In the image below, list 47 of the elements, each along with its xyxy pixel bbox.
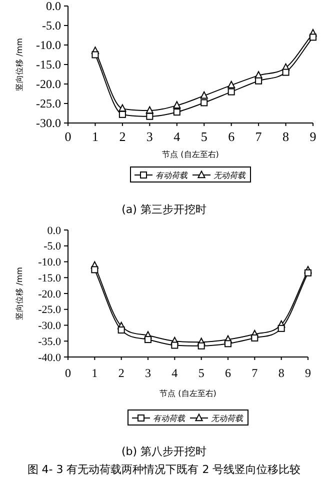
y-tick-label: -40.0 bbox=[38, 352, 62, 364]
y-tick-label: -30.0 bbox=[36, 116, 61, 130]
x-tick-label: 0 bbox=[65, 366, 71, 380]
legend-label: 有动荷载 bbox=[156, 171, 188, 180]
y-tick-label: 0.0 bbox=[46, 0, 61, 14]
x-tick-label: 5 bbox=[200, 129, 208, 144]
y-tick-label: -5.0 bbox=[44, 240, 62, 253]
x-tick-label: 1 bbox=[92, 366, 98, 380]
caption: 图 4- 3 有无动荷载两种情况下既有 2 号线竖向位移比较 bbox=[27, 463, 301, 476]
y-axis-title: 竖向位移 /mm bbox=[15, 266, 24, 320]
x-tick-label: 3 bbox=[146, 129, 153, 144]
legend-label: 有动荷载 bbox=[153, 414, 186, 423]
y-tick-label: -15.0 bbox=[36, 58, 61, 72]
x-tick-label: 8 bbox=[282, 129, 290, 144]
x-tick-label: 5 bbox=[198, 366, 204, 380]
legend-label: 无动荷载 bbox=[214, 171, 246, 180]
text: (a) 第三步开挖时 bbox=[122, 203, 206, 216]
x-tick-label: 9 bbox=[310, 129, 316, 144]
x-axis-title: 节点 (自左至右) bbox=[162, 150, 219, 159]
y-axis-title: 竖向位移 /mm bbox=[15, 38, 24, 91]
x-tick-label: 7 bbox=[255, 129, 262, 144]
y-tick-label: -10.0 bbox=[38, 256, 62, 269]
x-tick-label: 4 bbox=[172, 366, 178, 380]
x-tick-label: 0 bbox=[64, 129, 72, 144]
x-tick-label: 6 bbox=[225, 366, 231, 380]
x-tick-label: 6 bbox=[228, 129, 236, 144]
x-tick-label: 2 bbox=[119, 129, 126, 144]
x-tick-label: 4 bbox=[174, 129, 181, 144]
y-tick-label: -5.0 bbox=[42, 18, 61, 33]
text: (b) 第八步开挖时 bbox=[121, 445, 207, 458]
y-tick-label: 0.0 bbox=[47, 224, 62, 237]
y-tick-label: -10.0 bbox=[36, 38, 61, 52]
x-axis-title: 节点 (自左至右) bbox=[160, 389, 216, 398]
x-tick-label: 7 bbox=[252, 366, 258, 380]
y-tick-label: -15.0 bbox=[38, 272, 62, 284]
legend-label: 无动荷载 bbox=[211, 414, 244, 423]
y-tick-label: -25.0 bbox=[36, 96, 61, 111]
x-tick-label: 8 bbox=[278, 366, 284, 380]
x-tick-label: 9 bbox=[305, 366, 311, 380]
x-tick-label: 2 bbox=[118, 366, 124, 380]
y-tick-label: -30.0 bbox=[38, 320, 62, 332]
y-tick-label: -20.0 bbox=[36, 77, 61, 92]
y-tick-label: -35.0 bbox=[38, 336, 62, 348]
x-tick-label: 1 bbox=[92, 129, 98, 144]
x-tick-label: 3 bbox=[145, 366, 151, 380]
y-tick-label: -25.0 bbox=[38, 304, 62, 316]
y-tick-label: -20.0 bbox=[38, 288, 62, 300]
